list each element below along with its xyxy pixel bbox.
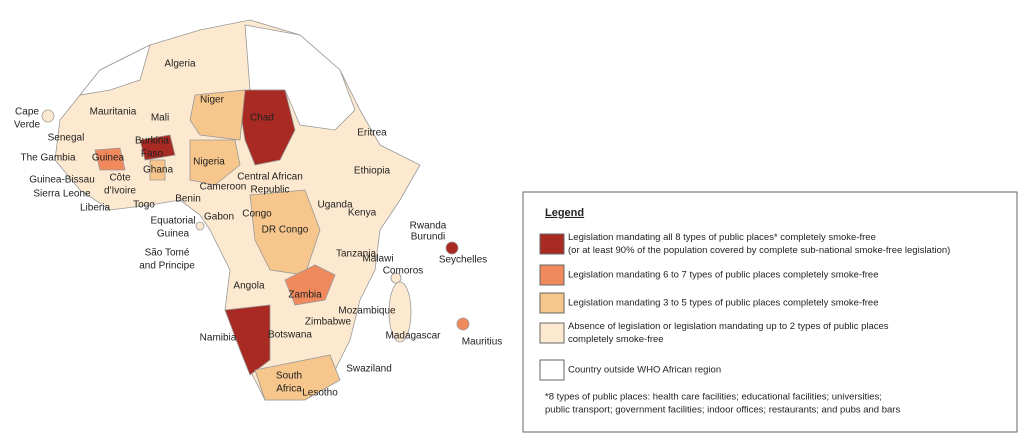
country-label: Zambia (288, 290, 322, 301)
country-label: Gabon (204, 212, 234, 223)
ghana (149, 159, 166, 181)
country-label: Republic (251, 185, 290, 196)
country-label: Algeria (164, 59, 196, 70)
comoros (390, 272, 402, 284)
country-label: Malawi (362, 254, 393, 265)
country-label: Cape (15, 107, 39, 118)
country-label: Angola (233, 281, 265, 292)
legend-label: (or at least 90% of the population cover… (568, 245, 950, 256)
niger (189, 89, 246, 141)
country-label: Guinea (92, 153, 125, 164)
country-label: Côte (109, 173, 131, 184)
country-label: Verde (14, 120, 41, 131)
country-label: Chad (250, 113, 274, 124)
seychelles (445, 241, 459, 255)
country-label: Zimbabwe (305, 317, 352, 328)
country-label: Guinea-Bissau (29, 175, 95, 186)
country-label: Burundi (411, 232, 445, 243)
legend-label: Absence of legislation or legislation ma… (568, 321, 889, 332)
country-label: Equatorial (150, 216, 195, 227)
legend-title: Legend (545, 207, 584, 219)
country-label: Swaziland (346, 364, 392, 375)
legend-footnote: public transport; government facilities;… (545, 405, 900, 416)
cape-verde (41, 109, 55, 123)
country-label: Benin (175, 194, 201, 205)
country-label: Africa (276, 384, 302, 395)
legend-swatch (539, 292, 565, 314)
country-label: The Gambia (20, 153, 75, 164)
legend-swatch (539, 322, 565, 344)
guinea (94, 147, 126, 171)
country-label: DR Congo (262, 225, 309, 236)
country-label: Sierra Leone (33, 189, 91, 200)
country-label: Togo (133, 200, 155, 211)
country-label: Senegal (48, 133, 85, 144)
country-label: Seychelles (439, 255, 487, 266)
burkina-faso (139, 134, 176, 161)
country-label: Eritrea (357, 128, 387, 139)
country-label: Nigeria (193, 157, 225, 168)
country-label: Kenya (348, 208, 377, 219)
country-label: Mali (151, 113, 169, 124)
country-label: Mauritania (90, 107, 137, 118)
country-label: Ethiopia (354, 166, 391, 177)
country-label: Rwanda (410, 221, 447, 232)
legend-swatch (539, 233, 565, 255)
legend-swatch (539, 264, 565, 286)
legend-label: Legislation mandating 6 to 7 types of pu… (568, 270, 879, 281)
country-label: Cameroon (200, 182, 247, 193)
country-label: Central African (237, 172, 303, 183)
nigeria (189, 139, 241, 186)
country-label: Uganda (317, 200, 352, 211)
mauritius (456, 317, 470, 331)
legend-label: Country outside WHO African region (568, 365, 721, 376)
madagascar (388, 281, 412, 343)
country-label: Mozambique (338, 306, 396, 317)
country-label: Burkina (135, 136, 169, 147)
legend-box (522, 191, 1018, 433)
legend-label: completely smoke-free (568, 334, 664, 345)
legend-label: Legislation mandating all 8 types of pub… (568, 232, 876, 243)
country-label: Comoros (383, 266, 424, 277)
country-label: and Principe (139, 261, 195, 272)
country-label: Namibia (200, 333, 237, 344)
non-who-west (79, 44, 151, 96)
country-label: d'Ivoire (104, 186, 136, 197)
country-label: South (276, 371, 302, 382)
country-label: Ghana (143, 165, 173, 176)
country-label: Guinea (157, 229, 190, 240)
country-label: Mauritius (462, 337, 503, 348)
country-label: São Tomé (145, 248, 190, 259)
legend-swatch (539, 359, 565, 381)
country-label: Liberia (80, 203, 110, 214)
country-label: Congo (242, 209, 272, 220)
country-label: Faso (141, 149, 164, 160)
country-label: Niger (200, 95, 225, 106)
legend-label: Legislation mandating 3 to 5 types of pu… (568, 298, 879, 309)
zambia (284, 264, 336, 306)
sao-tome (195, 221, 205, 231)
country-label: Madagascar (385, 331, 441, 342)
namibia (224, 304, 271, 376)
country-label: Botswana (268, 330, 312, 341)
country-label: Tanzania (336, 249, 376, 260)
country-label: Lesotho (302, 388, 338, 399)
legend-footnote: *8 types of public places: health care f… (545, 392, 882, 403)
south-africa (254, 354, 341, 401)
